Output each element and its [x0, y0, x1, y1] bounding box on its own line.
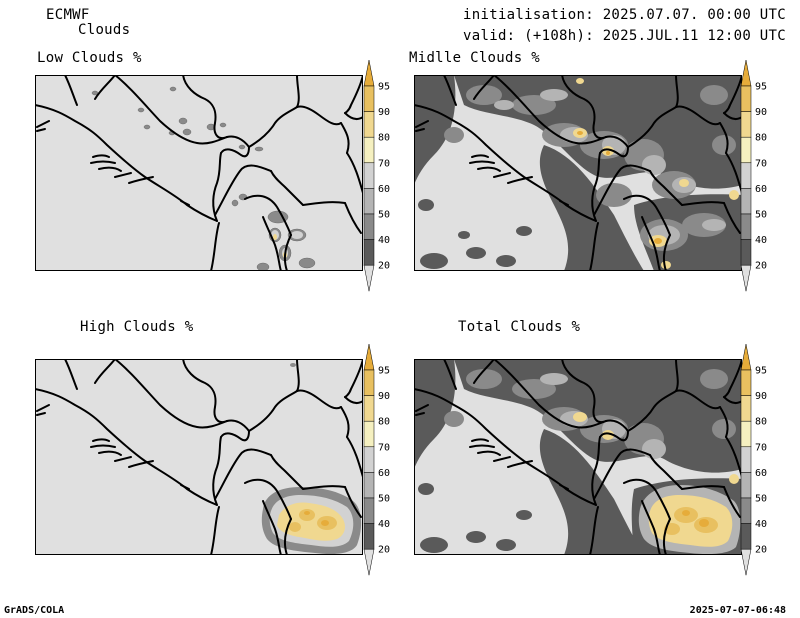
colorbar-segment	[740, 497, 752, 524]
colorbar-label: 20	[378, 545, 390, 556]
footer-software: GrADS/COLA	[4, 605, 65, 616]
map-middle-clouds	[414, 75, 742, 271]
colorbar-segment	[740, 446, 752, 473]
colorbar-segment	[363, 213, 375, 240]
colorbar-label: 70	[755, 442, 767, 453]
init-time: initialisation: 2025.07.07. 00:00 UTC	[463, 7, 786, 23]
valid-time: valid: (+108h): 2025.JUL.11 12:00 UTC	[463, 28, 786, 44]
colorbar-label: 60	[755, 468, 767, 479]
colorbar-label: 80	[378, 417, 390, 428]
colorbar-segment	[740, 472, 752, 499]
colorbar-segment	[363, 446, 375, 473]
panel-title-mid: Midlle Clouds %	[409, 50, 540, 66]
colorbar-segment	[363, 162, 375, 189]
colorbar-label: 40	[755, 519, 767, 530]
colorbar-segment	[363, 548, 375, 576]
colorbar-segment	[363, 264, 375, 292]
colorbar-label: 60	[378, 184, 390, 195]
colorbar-segment	[363, 188, 375, 215]
colorbar-segment	[740, 213, 752, 240]
colorbar-label: 90	[755, 391, 767, 402]
colorbar-segment	[740, 343, 752, 371]
colorbar-segment	[740, 548, 752, 576]
colorbar-segment	[740, 239, 752, 266]
colorbar-label: 80	[755, 133, 767, 144]
product-label: Clouds	[78, 22, 131, 38]
colorbar-segment	[740, 523, 752, 550]
colorbar-segment	[363, 59, 375, 87]
colorbar-label: 90	[378, 107, 390, 118]
colorbar-label: 40	[755, 235, 767, 246]
colorbar-label: 60	[378, 468, 390, 479]
colorbar-segment	[363, 472, 375, 499]
colorbar-segment	[740, 264, 752, 292]
colorbar-segment	[740, 420, 752, 448]
colorbar-label: 95	[755, 366, 767, 377]
model-label: ECMWF	[46, 7, 90, 23]
colorbar-segment	[363, 343, 375, 371]
colorbar-label: 50	[378, 494, 390, 505]
colorbar-low-clouds: 20 40 50 60 70 80 90 95	[363, 59, 390, 292]
colorbar-segment	[363, 239, 375, 266]
colorbar-label: 90	[755, 107, 767, 118]
colorbar-label: 50	[755, 210, 767, 221]
colorbar-label: 70	[378, 158, 390, 169]
colorbar-label: 50	[755, 494, 767, 505]
colorbar-label: 95	[755, 82, 767, 93]
colorbar-label: 60	[755, 184, 767, 195]
map-low-clouds	[35, 75, 363, 271]
colorbar-label: 20	[755, 261, 767, 272]
colorbar-high-clouds: 20 40 50 60 70 80 90 95	[363, 343, 390, 576]
colorbar-label: 40	[378, 235, 390, 246]
colorbar-label: 90	[378, 391, 390, 402]
colorbar-segment	[740, 188, 752, 215]
colorbar-segment	[363, 523, 375, 550]
colorbar-segment	[740, 59, 752, 87]
colorbar-segment	[363, 497, 375, 524]
colorbar-label: 95	[378, 82, 390, 93]
colorbar-segment	[740, 369, 752, 396]
colorbar-segment	[363, 85, 375, 112]
map-total-clouds	[414, 359, 742, 555]
colorbar-label: 95	[378, 366, 390, 377]
colorbar-label: 70	[755, 158, 767, 169]
colorbar-segment	[740, 136, 752, 164]
colorbar-segment	[740, 162, 752, 189]
colorbar-label: 80	[755, 417, 767, 428]
colorbar-label: 70	[378, 442, 390, 453]
colorbar-middle-clouds: 20 40 50 60 70 80 90 95	[740, 59, 767, 292]
colorbar-label: 20	[378, 261, 390, 272]
map-high-clouds	[35, 359, 363, 555]
colorbar-label: 80	[378, 133, 390, 144]
colorbar-segment	[363, 369, 375, 396]
colorbar-label: 40	[378, 519, 390, 530]
panel-title-high: High Clouds %	[80, 319, 194, 335]
footer-timestamp: 2025-07-07-06:48	[689, 605, 786, 616]
panel-title-low: Low Clouds %	[37, 50, 142, 66]
colorbar-segment	[740, 85, 752, 112]
colorbar-segment	[740, 111, 752, 138]
colorbar-segment	[363, 136, 375, 164]
colorbar-label: 50	[378, 210, 390, 221]
colorbar-segment	[363, 111, 375, 138]
colorbar-total-clouds: 20 40 50 60 70 80 90 95	[740, 343, 767, 576]
colorbar-label: 20	[755, 545, 767, 556]
colorbar-segment	[363, 395, 375, 422]
panel-title-total: Total Clouds %	[458, 319, 581, 335]
colorbar-segment	[363, 420, 375, 448]
colorbar-segment	[740, 395, 752, 422]
